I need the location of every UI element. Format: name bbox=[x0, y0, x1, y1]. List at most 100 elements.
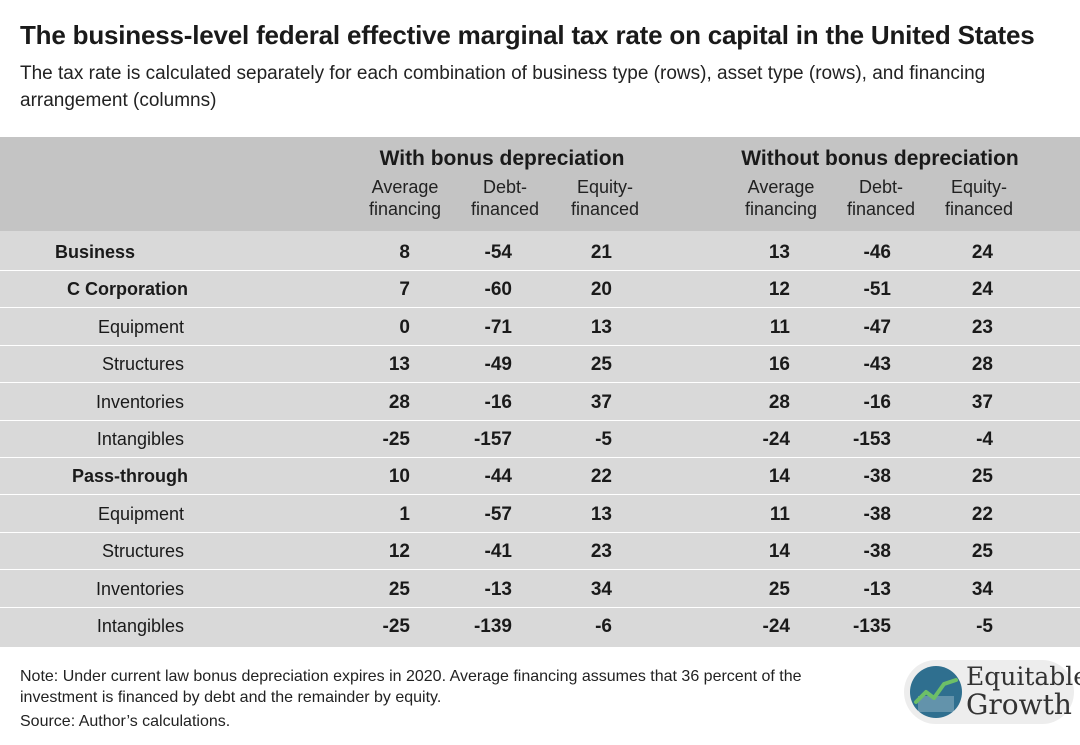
table-cell: 13 bbox=[590, 503, 612, 525]
table-cell: 20 bbox=[590, 279, 612, 301]
source-note: Source: Author’s calculations. bbox=[20, 713, 231, 730]
table-cell: -5 bbox=[595, 429, 612, 450]
table-cell: -25 bbox=[382, 616, 410, 637]
table-cell: 7 bbox=[399, 279, 410, 301]
table-cell: 0 bbox=[399, 316, 410, 338]
table-cell: 13 bbox=[768, 242, 790, 263]
table-cell: -38 bbox=[863, 466, 891, 488]
row-label: Pass-through bbox=[71, 466, 188, 487]
table-cell: 34 bbox=[590, 578, 612, 600]
table-cell: -16 bbox=[863, 391, 891, 413]
table-cell: 10 bbox=[388, 466, 410, 488]
table-cell: -46 bbox=[863, 242, 891, 263]
table-cell: 1 bbox=[399, 503, 410, 525]
table-cell: 14 bbox=[768, 541, 790, 563]
table-cell: -4 bbox=[976, 429, 993, 450]
col-header-average-financing: Average financing bbox=[744, 177, 818, 219]
table-cell: -41 bbox=[484, 541, 512, 563]
col-header-equity-financed: Equity-financed bbox=[570, 177, 640, 219]
table-cell: -157 bbox=[473, 429, 512, 450]
table-row: Inventories 28 -16 37 28 -16 37 bbox=[0, 384, 1080, 421]
table-cell: -139 bbox=[473, 616, 512, 637]
row-label: Equipment bbox=[97, 503, 184, 524]
row-label: Inventories bbox=[95, 578, 184, 599]
table-cell: -51 bbox=[863, 279, 891, 301]
logo-text-line1: Equitable bbox=[966, 662, 1080, 691]
table-cell: -38 bbox=[863, 503, 891, 525]
group-header-with-bonus: With bonus depreciation bbox=[379, 147, 625, 170]
table-cell: 23 bbox=[590, 541, 612, 563]
data-table: With bonus depreciation Without bonus de… bbox=[0, 137, 1080, 647]
table-row: Inventories 25 -13 34 25 -13 34 bbox=[0, 571, 1080, 608]
table-cell: -47 bbox=[863, 316, 891, 338]
table-cell: 12 bbox=[768, 279, 790, 301]
table-cell: -6 bbox=[595, 616, 612, 637]
table-cell: 37 bbox=[971, 391, 993, 413]
table-cell: -5 bbox=[976, 616, 993, 637]
col-header-debt-financed: Debt-financed bbox=[846, 177, 916, 219]
row-label: Business bbox=[54, 242, 135, 262]
table-cell: -153 bbox=[852, 429, 891, 450]
table-cell: 25 bbox=[590, 354, 612, 376]
row-label: C Corporation bbox=[67, 279, 188, 300]
table-cell: -25 bbox=[382, 429, 410, 450]
table-cell: -57 bbox=[484, 503, 512, 525]
table-cell: -43 bbox=[863, 354, 891, 376]
table-cell: 25 bbox=[971, 466, 993, 488]
table-cell: 24 bbox=[971, 242, 993, 263]
chart-subtitle: The tax rate is calculated separately fo… bbox=[20, 63, 986, 111]
row-label: Inventories bbox=[95, 391, 184, 412]
table-cell: 23 bbox=[971, 316, 993, 338]
logo-text-line2: Growth bbox=[966, 688, 1072, 721]
logo-mark-icon bbox=[904, 660, 1074, 724]
table-row: Structures 13 -49 25 16 -43 28 bbox=[0, 346, 1080, 384]
row-label: Equipment bbox=[97, 316, 184, 337]
table-cell: -16 bbox=[484, 391, 512, 413]
table-cell: -24 bbox=[762, 429, 790, 450]
table-row: Equipment 1 -57 13 11 -38 22 bbox=[0, 496, 1080, 533]
col-header-debt-financed: Debt-financed bbox=[470, 177, 540, 219]
table-cell: 13 bbox=[388, 354, 410, 376]
table-cell: 8 bbox=[399, 242, 410, 263]
group-header-without-bonus: Without bonus depreciation bbox=[741, 147, 1019, 170]
col-header-average-financing: Average financing bbox=[368, 177, 442, 219]
table-row: Structures 12 -41 23 14 -38 25 bbox=[0, 533, 1080, 571]
chart-title: The business-level federal effective mar… bbox=[20, 20, 1035, 50]
table-row: Business 8 -54 21 13 -46 24 bbox=[0, 234, 1080, 271]
table-cell: 24 bbox=[971, 279, 993, 301]
table-cell: -24 bbox=[762, 616, 790, 637]
table-cell: -71 bbox=[484, 316, 512, 338]
table-row: Intangibles -25 -157 -5 -24 -153 -4 bbox=[0, 421, 1080, 458]
table-cell: -13 bbox=[863, 578, 891, 600]
table-cell: -13 bbox=[484, 578, 512, 600]
table-cell: 37 bbox=[590, 391, 612, 413]
footnote: Note: Under current law bonus depreciati… bbox=[20, 668, 802, 706]
table-cell: 25 bbox=[971, 541, 993, 563]
table-cell: 16 bbox=[768, 354, 790, 376]
table-cell: -135 bbox=[852, 616, 891, 637]
table-cell: 12 bbox=[388, 541, 410, 563]
table-cell: 28 bbox=[388, 391, 410, 413]
row-label: Structures bbox=[101, 541, 184, 562]
table-row: C Corporation 7 -60 20 12 -51 24 bbox=[0, 271, 1080, 309]
table-cell: 28 bbox=[768, 391, 790, 413]
table-cell: 21 bbox=[590, 242, 612, 263]
table-cell: 11 bbox=[769, 503, 790, 525]
table-cell: 34 bbox=[971, 578, 993, 600]
table-cell: 25 bbox=[388, 578, 410, 600]
row-label: Structures bbox=[101, 354, 184, 375]
table-row: Pass-through 10 -44 22 14 -38 25 bbox=[0, 458, 1080, 496]
table-cell: -38 bbox=[863, 541, 891, 563]
table-header: With bonus depreciation Without bonus de… bbox=[0, 137, 1080, 231]
col-header-equity-financed: Equity-financed bbox=[944, 177, 1014, 219]
table-cell: 25 bbox=[768, 578, 790, 600]
table-cell: 22 bbox=[971, 503, 993, 525]
equitable-growth-logo bbox=[904, 660, 1074, 724]
table-cell: 14 bbox=[768, 466, 790, 488]
table-cell: -44 bbox=[484, 466, 512, 488]
table-cell: -60 bbox=[484, 279, 512, 301]
table-row: Equipment 0 -71 13 11 -47 23 bbox=[0, 309, 1080, 346]
table-cell: 22 bbox=[590, 466, 612, 488]
table-cell: -49 bbox=[484, 354, 512, 376]
row-label: Intangibles bbox=[96, 616, 184, 636]
